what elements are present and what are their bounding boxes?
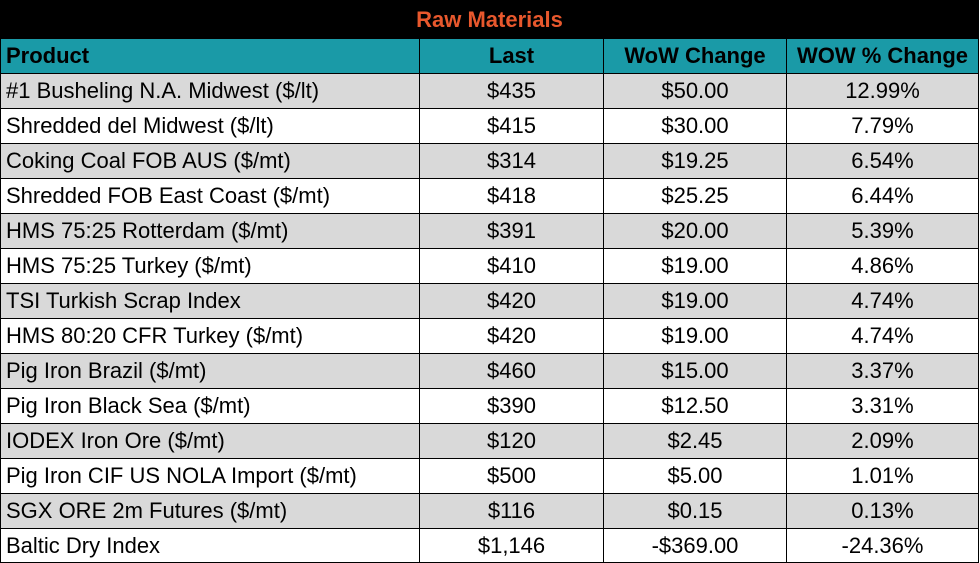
cell-product: Shredded del Midwest ($/lt) [6, 113, 274, 138]
cell-product: Shredded FOB East Coast ($/mt) [6, 183, 331, 208]
cell-last: $390 [419, 389, 603, 423]
cell-product: IODEX Iron Ore ($/mt) [6, 428, 225, 453]
cell-wow-pct-change: 4.74% [786, 319, 978, 353]
cell-product: Pig Iron Black Sea ($/mt) [6, 393, 251, 418]
cell-wow-change: $19.25 [603, 144, 786, 178]
cell-wow-pct-change: 4.74% [786, 284, 978, 318]
table-row: HMS 80:20 CFR Turkey ($/mt) $420 $19.00 4.7… [1, 318, 978, 353]
cell-wow-change: $20.00 [603, 214, 786, 248]
cell-product: Pig Iron CIF US NOLA Import ($/mt) [6, 463, 357, 488]
cell-wow-pct-change: 0.13% [786, 494, 978, 528]
cell-last: $420 [419, 284, 603, 318]
cell-wow-pct-change: 6.54% [786, 144, 978, 178]
table-row: Shredded FOB East Coast ($/mt) $418 $25.25… [1, 178, 978, 213]
table-row: HMS 75:25 Rotterdam ($/mt) $391 $20.00 5.39… [1, 213, 978, 248]
header-last: Last [419, 39, 603, 73]
cell-last: $1,146 [419, 529, 603, 563]
cell-wow-pct-change: 7.79% [786, 109, 978, 143]
cell-wow-pct-change: 6.44% [786, 179, 978, 213]
cell-last: $410 [419, 249, 603, 283]
table-title: Raw Materials [1, 1, 978, 38]
header-row: Product Last WoW Change WOW % Change [1, 38, 978, 73]
cell-product: HMS 80:20 CFR Turkey ($/mt) [6, 323, 304, 348]
header-wow-change: WoW Change [603, 39, 786, 73]
cell-last: $391 [419, 214, 603, 248]
cell-last: $314 [419, 144, 603, 178]
cell-wow-change: $19.00 [603, 319, 786, 353]
cell-last: $460 [419, 354, 603, 388]
cell-wow-change: $19.00 [603, 249, 786, 283]
table-row: TSI Turkish Scrap Index $420 $19.00 4.74% [1, 283, 978, 318]
cell-wow-pct-change: 12.99% [786, 74, 978, 108]
cell-wow-change: $50.00 [603, 74, 786, 108]
cell-last: $420 [419, 319, 603, 353]
table-row: HMS 75:25 Turkey ($/mt) $410 $19.00 4.86% [1, 248, 978, 283]
table-row: Shredded del Midwest ($/lt) $415 $30.00 7.7… [1, 108, 978, 143]
cell-wow-change: $2.45 [603, 424, 786, 458]
cell-product: HMS 75:25 Rotterdam ($/mt) [6, 218, 289, 243]
cell-wow-pct-change: 2.09% [786, 424, 978, 458]
table-body: #1 Busheling N.A. Midwest ($/lt) $435 $50.… [1, 73, 978, 563]
cell-wow-change: $12.50 [603, 389, 786, 423]
cell-last: $500 [419, 459, 603, 493]
cell-wow-change: $30.00 [603, 109, 786, 143]
cell-wow-pct-change: -24.36% [786, 529, 978, 563]
cell-wow-change: $5.00 [603, 459, 786, 493]
table-row: Pig Iron CIF US NOLA Import ($/mt) $500 $5… [1, 458, 978, 493]
cell-product: #1 Busheling N.A. Midwest ($/lt) [6, 78, 320, 103]
cell-wow-change: $15.00 [603, 354, 786, 388]
cell-product: Baltic Dry Index [6, 533, 161, 558]
cell-wow-pct-change: 4.86% [786, 249, 978, 283]
cell-last: $116 [419, 494, 603, 528]
table-row: Coking Coal FOB AUS ($/mt) $314 $19.25 6.54… [1, 143, 978, 178]
table-row: Pig Iron Black Sea ($/mt) $390 $12.50 3.31% [1, 388, 978, 423]
cell-product: TSI Turkish Scrap Index [6, 288, 241, 313]
cell-product: Coking Coal FOB AUS ($/mt) [6, 148, 291, 173]
table-row: #1 Busheling N.A. Midwest ($/lt) $435 $50.… [1, 73, 978, 108]
cell-wow-pct-change: 5.39% [786, 214, 978, 248]
cell-wow-change: $0.15 [603, 494, 786, 528]
cell-wow-pct-change: 1.01% [786, 459, 978, 493]
cell-product: SGX ORE 2m Futures ($/mt) [6, 498, 288, 523]
cell-wow-change: $19.00 [603, 284, 786, 318]
cell-wow-pct-change: 3.37% [786, 354, 978, 388]
cell-last: $435 [419, 74, 603, 108]
cell-last: $415 [419, 109, 603, 143]
table-row: IODEX Iron Ore ($/mt) $120 $2.45 2.09% [1, 423, 978, 458]
table-row: Baltic Dry Index $1,146 -$369.00 -24.36% [1, 528, 978, 563]
table-row: SGX ORE 2m Futures ($/mt) $116 $0.15 0.13% [1, 493, 978, 528]
header-product: Product [6, 43, 90, 68]
cell-wow-pct-change: 3.31% [786, 389, 978, 423]
cell-last: $120 [419, 424, 603, 458]
cell-wow-change: $25.25 [603, 179, 786, 213]
header-wow-pct-change: WOW % Change [786, 39, 978, 73]
cell-wow-change: -$369.00 [603, 529, 786, 563]
cell-product: HMS 75:25 Turkey ($/mt) [6, 253, 252, 278]
cell-last: $418 [419, 179, 603, 213]
table-row: Pig Iron Brazil ($/mt) $460 $15.00 3.37% [1, 353, 978, 388]
cell-product: Pig Iron Brazil ($/mt) [6, 358, 207, 383]
